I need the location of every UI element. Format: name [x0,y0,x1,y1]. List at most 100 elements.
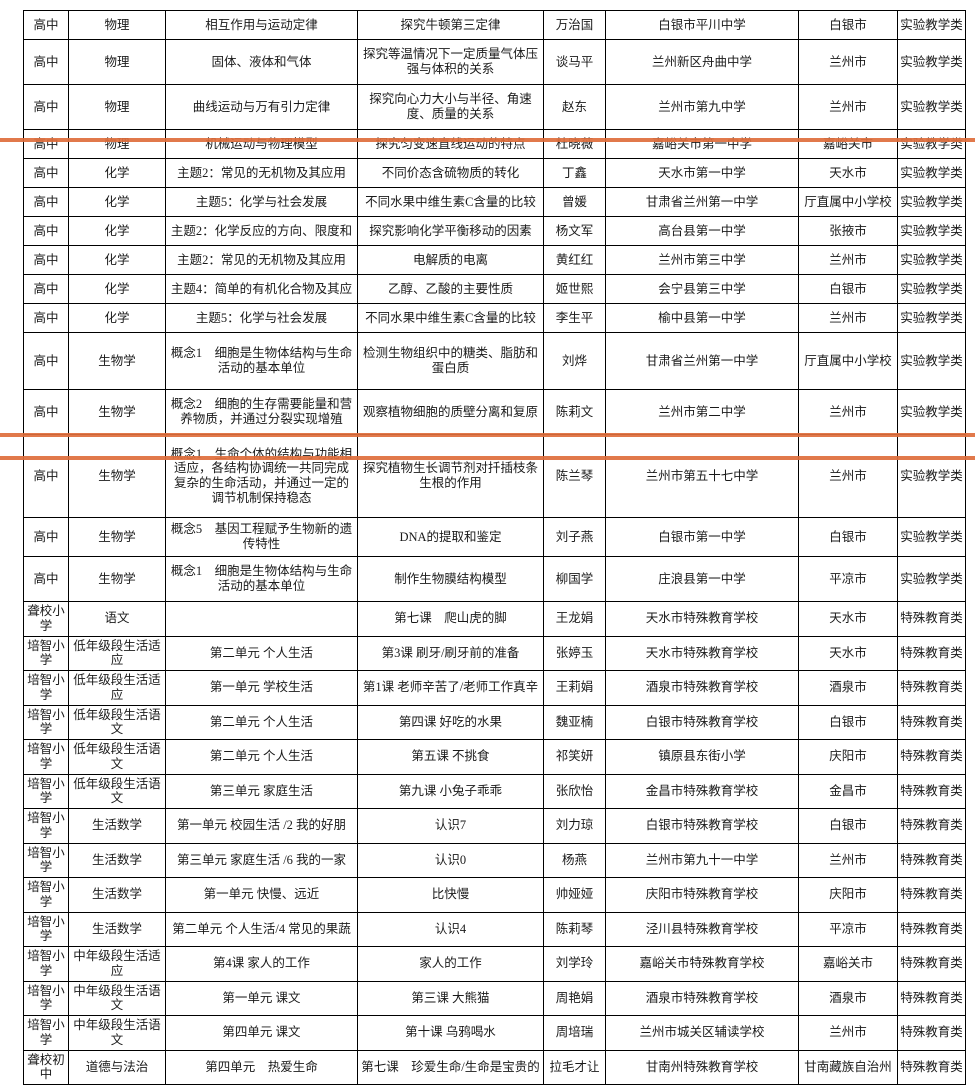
cell-subject[interactable]: 中年级段生活语文 [68,980,166,1016]
table-row[interactable]: 高中 化学 主题2：化学反应的方向、限度和 探究影响化学平衡移动的因素 杨文军 高台县第一… [23,216,966,246]
cell-category[interactable]: 实验教学类 [897,129,966,159]
cell-school[interactable]: 嘉峪关市特殊教育学校 [605,946,799,982]
table-row[interactable]: 培智小学 低年级段生活适应 第二单元 个人生活 第3课 刷牙/刷牙前的准备 张婷玉 天水市… [23,635,966,671]
cell-unit[interactable]: 概念5 基因工程赋予生物新的遗传特性 [165,517,358,557]
cell-teacher[interactable]: 张婷玉 [543,635,606,671]
cell-teacher[interactable]: 丁鑫 [543,158,606,188]
cell-unit[interactable]: 第二单元 个人生活 [165,704,358,740]
cell-teacher[interactable]: 王龙娟 [543,601,606,637]
cell-school[interactable]: 庄浪县第一中学 [605,556,799,602]
cell-category[interactable]: 特殊教育类 [897,773,966,809]
cell-teacher[interactable]: 祁笑妍 [543,739,606,775]
cell-stage[interactable]: 培智小学 [23,808,69,844]
table-row[interactable]: 高中 生物学 概念1 生命个体的结构与功能相适应，各结构协调统一共同完成复杂的生命活… [23,434,966,518]
cell-subject[interactable]: 生物学 [68,556,166,602]
cell-stage[interactable]: 高中 [23,517,69,557]
cell-teacher[interactable]: 万治国 [543,10,606,40]
cell-subject[interactable]: 生物学 [68,332,166,390]
table-row[interactable]: 培智小学 中年级段生活适应 第4课 家人的工作 家人的工作 刘学玲 嘉峪关市特殊教育学校嘉… [23,946,966,982]
cell-category[interactable]: 实验教学类 [897,303,966,333]
cell-subject[interactable]: 物理 [68,129,166,159]
table-row[interactable]: 培智小学 生活数学 第二单元 个人生活/4 常见的果蔬 认识4 陈莉琴 泾川县特殊教育学校… [23,911,966,947]
table-row[interactable]: 高中 生物学 概念2 细胞的生存需要能量和营养物质，并通过分裂实现增殖 观察植物细胞的… [23,389,966,435]
cell-category[interactable]: 实验教学类 [897,332,966,390]
cell-subject[interactable]: 物理 [68,84,166,130]
table-row[interactable]: 培智小学 中年级段生活语文 第一单元 课文 第三课 大熊猫 周艳娟 酒泉市特殊教育学校 酒泉… [23,980,966,1016]
cell-school[interactable]: 金昌市特殊教育学校 [605,773,799,809]
cell-region[interactable]: 金昌市 [798,773,898,809]
table-row[interactable]: 培智小学 低年级段生活语文 第三单元 家庭生活 第九课 小兔子乖乖 张欣怡 金昌市特殊教育… [23,773,966,809]
cell-topic[interactable]: 检测生物组织中的糖类、脂肪和蛋白质 [357,332,544,390]
cell-school[interactable]: 白银市平川中学 [605,10,799,40]
cell-topic[interactable]: 不同水果中维生素C含量的比较 [357,187,544,217]
cell-region[interactable]: 庆阳市 [798,877,898,913]
cell-region[interactable]: 兰州市 [798,245,898,275]
table-row[interactable]: 聋校初中 道德与法治 第四单元 热爱生命 第七课 珍爱生命/生命是宝贵的 拉毛才让 甘南州… [23,1049,966,1085]
cell-topic[interactable]: 家人的工作 [357,946,544,982]
cell-teacher[interactable]: 刘力琼 [543,808,606,844]
table-row[interactable]: 高中 化学 主题2：常见的无机物及其应用 电解质的电离 黄红红 兰州市第三中学 兰州市 实验教… [23,245,966,275]
table-row[interactable]: 培智小学 低年级段生活语文 第二单元 个人生活 第四课 好吃的水果 魏亚楠 白银市特殊教育… [23,704,966,740]
cell-stage[interactable]: 高中 [23,332,69,390]
cell-topic[interactable]: 比快慢 [357,877,544,913]
cell-stage[interactable]: 高中 [23,303,69,333]
cell-region[interactable]: 兰州市 [798,303,898,333]
cell-unit[interactable]: 第三单元 家庭生活 /6 我的一家 [165,842,358,878]
cell-topic[interactable]: 第三课 大熊猫 [357,980,544,1016]
cell-teacher[interactable]: 柳国学 [543,556,606,602]
cell-teacher[interactable]: 曾媛 [543,187,606,217]
cell-unit[interactable]: 第二单元 个人生活 [165,635,358,671]
cell-topic[interactable]: 认识4 [357,911,544,947]
table-row[interactable]: 高中 化学 主题4：简单的有机化合物及其应 乙醇、乙酸的主要性质 姬世熙 会宁县第三中学白… [23,274,966,304]
cell-unit[interactable]: 第一单元 学校生活 [165,670,358,706]
cell-stage[interactable]: 聋校小学 [23,601,69,637]
cell-subject[interactable]: 生物学 [68,389,166,435]
cell-category[interactable]: 特殊教育类 [897,877,966,913]
cell-teacher[interactable]: 杨燕 [543,842,606,878]
cell-school[interactable]: 兰州市城关区辅读学校 [605,1015,799,1051]
cell-region[interactable]: 兰州市 [798,389,898,435]
cell-region[interactable]: 白银市 [798,517,898,557]
cell-topic[interactable]: 第3课 刷牙/刷牙前的准备 [357,635,544,671]
cell-category[interactable]: 特殊教育类 [897,1049,966,1085]
cell-region[interactable]: 天水市 [798,158,898,188]
cell-region[interactable]: 庆阳市 [798,739,898,775]
table-row[interactable]: 高中 生物学 概念5 基因工程赋予生物新的遗传特性 DNA的提取和鉴定 刘子燕 白银市第一… [23,517,966,557]
cell-subject[interactable]: 语文 [68,601,166,637]
cell-unit[interactable]: 第三单元 家庭生活 [165,773,358,809]
cell-category[interactable]: 特殊教育类 [897,980,966,1016]
cell-teacher[interactable]: 拉毛才让 [543,1049,606,1085]
cell-region[interactable]: 甘南藏族自治州 [798,1049,898,1085]
cell-region[interactable]: 兰州市 [798,434,898,518]
cell-unit[interactable]: 概念1 生命个体的结构与功能相适应，各结构协调统一共同完成复杂的生命活动，并通过… [165,434,358,518]
cell-unit[interactable]: 第一单元 快慢、远近 [165,877,358,913]
cell-subject[interactable]: 中年级段生活语文 [68,1015,166,1051]
table-row[interactable]: 高中 化学 主题5：化学与社会发展 不同水果中维生素C含量的比较 曾媛 甘肃省兰州第一中学… [23,187,966,217]
cell-topic[interactable]: 第九课 小兔子乖乖 [357,773,544,809]
cell-topic[interactable]: 电解质的电离 [357,245,544,275]
cell-unit[interactable]: 第一单元 校园生活 /2 我的好朋 [165,808,358,844]
cell-region[interactable]: 白银市 [798,704,898,740]
cell-teacher[interactable]: 陈莉琴 [543,911,606,947]
cell-unit[interactable]: 概念2 细胞的生存需要能量和营养物质，并通过分裂实现增殖 [165,389,358,435]
cell-stage[interactable]: 高中 [23,158,69,188]
cell-school[interactable]: 天水市特殊教育学校 [605,635,799,671]
cell-topic[interactable]: 第1课 老师辛苦了/老师工作真辛 [357,670,544,706]
cell-topic[interactable]: DNA的提取和鉴定 [357,517,544,557]
cell-unit[interactable]: 第四单元 课文 [165,1015,358,1051]
cell-subject[interactable]: 低年级段生活适应 [68,635,166,671]
cell-school[interactable]: 镇原县东街小学 [605,739,799,775]
cell-school[interactable]: 天水市第一中学 [605,158,799,188]
cell-school[interactable]: 白银市特殊教育学校 [605,704,799,740]
table-row[interactable]: 高中 化学 主题5：化学与社会发展 不同水果中维生素C含量的比较 李生平 榆中县第一中学兰… [23,303,966,333]
cell-topic[interactable]: 探究等温情况下一定质量气体压强与体积的关系 [357,39,544,85]
cell-stage[interactable]: 聋校初中 [23,1049,69,1085]
cell-region[interactable]: 天水市 [798,601,898,637]
cell-topic[interactable]: 第七课 爬山虎的脚 [357,601,544,637]
cell-topic[interactable]: 探究牛顿第三定律 [357,10,544,40]
cell-teacher[interactable]: 陈兰琴 [543,434,606,518]
cell-unit[interactable]: 第一单元 课文 [165,980,358,1016]
cell-stage[interactable]: 培智小学 [23,704,69,740]
cell-subject[interactable]: 低年级段生活适应 [68,670,166,706]
cell-topic[interactable]: 不同价态含硫物质的转化 [357,158,544,188]
